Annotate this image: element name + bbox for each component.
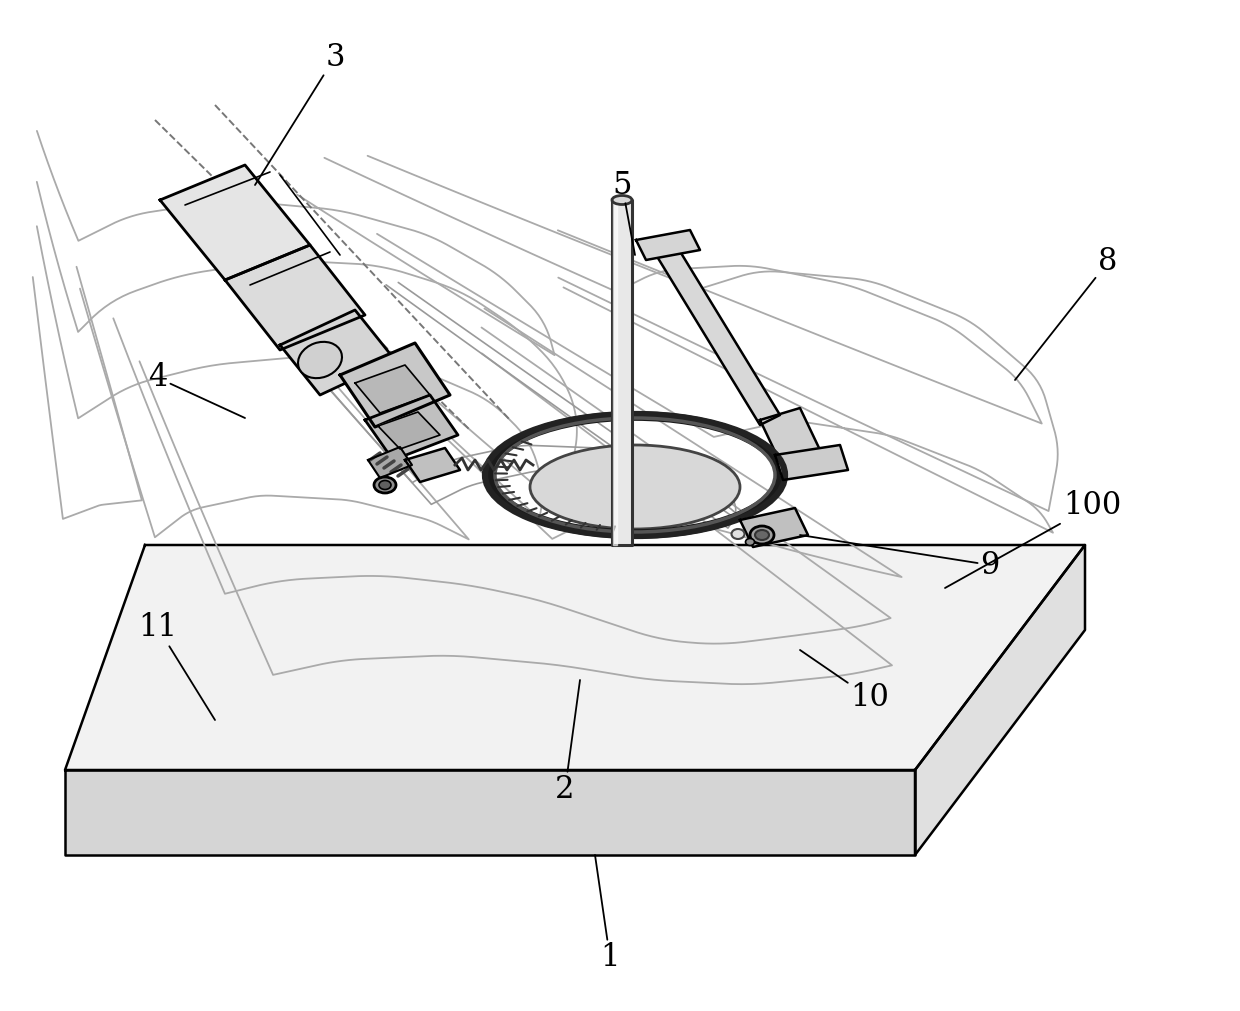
Text: 11: 11 <box>139 613 215 720</box>
Polygon shape <box>405 448 460 482</box>
Text: 100: 100 <box>945 490 1121 588</box>
Polygon shape <box>280 310 396 395</box>
Polygon shape <box>760 408 820 462</box>
Polygon shape <box>340 343 450 427</box>
Polygon shape <box>355 365 430 413</box>
Ellipse shape <box>529 445 740 529</box>
Polygon shape <box>613 200 632 545</box>
Ellipse shape <box>750 526 774 544</box>
Text: 1: 1 <box>595 855 620 974</box>
Text: 5: 5 <box>613 170 635 255</box>
Polygon shape <box>378 412 440 449</box>
Text: 10: 10 <box>800 650 889 714</box>
Text: 9: 9 <box>800 535 999 580</box>
Polygon shape <box>160 165 310 280</box>
Polygon shape <box>224 245 365 350</box>
Polygon shape <box>64 770 915 855</box>
Text: 2: 2 <box>556 680 580 806</box>
Polygon shape <box>64 545 1085 770</box>
Polygon shape <box>368 447 412 478</box>
Text: 8: 8 <box>1016 247 1117 380</box>
Ellipse shape <box>379 480 391 489</box>
Polygon shape <box>915 545 1085 855</box>
Text: 4: 4 <box>149 363 246 418</box>
Ellipse shape <box>298 342 342 378</box>
Ellipse shape <box>755 530 769 540</box>
Ellipse shape <box>613 195 632 204</box>
Ellipse shape <box>745 539 754 546</box>
Ellipse shape <box>732 529 744 539</box>
Polygon shape <box>775 445 848 480</box>
Polygon shape <box>365 395 458 460</box>
Text: 3: 3 <box>255 41 345 185</box>
Polygon shape <box>740 508 808 547</box>
Polygon shape <box>636 229 701 260</box>
Ellipse shape <box>374 477 396 493</box>
Polygon shape <box>650 235 780 425</box>
Polygon shape <box>613 200 618 545</box>
